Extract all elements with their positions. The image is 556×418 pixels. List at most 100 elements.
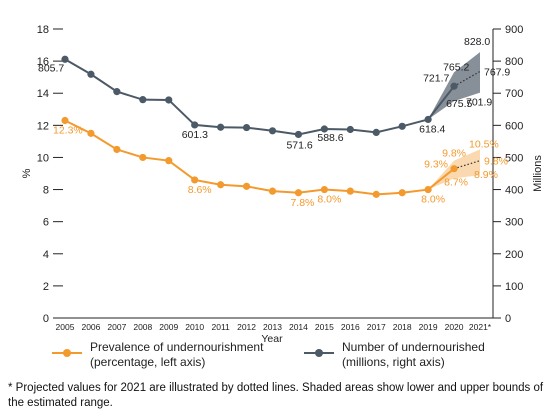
data-point-number (424, 115, 432, 124)
left-tick-label: 0 (43, 313, 49, 325)
left-tick-label: 4 (43, 249, 49, 261)
footnote: * Projected values for 2021 are illustra… (8, 382, 544, 409)
data-point-prevalence (372, 190, 380, 198)
x-tick-label: 2010 (185, 322, 204, 332)
data-point-number (242, 123, 251, 132)
x-tick-label: 2008 (133, 322, 152, 332)
data-point-number (61, 55, 69, 63)
x-tick-label: 2018 (393, 322, 412, 332)
left-tick-label: 2 (43, 281, 49, 293)
data-label-prevalence: 9.3% (424, 159, 448, 171)
projection-label-number: 767.9 (484, 66, 510, 78)
data-point-number (191, 121, 199, 129)
legend-swatch-number (304, 349, 334, 357)
legend-label-prevalence: Prevalence of undernourishment (percenta… (90, 340, 264, 369)
left-tick-label: 18 (37, 24, 49, 36)
data-point-prevalence (346, 187, 354, 195)
x-tick-label: 2007 (107, 322, 126, 332)
data-point-number (87, 70, 95, 78)
data-point-prevalence (268, 187, 277, 195)
data-point-number (372, 128, 380, 136)
right-tick-label: 300 (505, 217, 523, 229)
data-point-number (165, 96, 173, 104)
range-low-2020-prevalence: 8.7% (444, 176, 468, 188)
right-tick-label: 100 (505, 281, 523, 293)
data-point-prevalence (165, 157, 173, 165)
legend-item-number: Number of undernourished (millions, righ… (304, 340, 485, 370)
range-high-2020-prevalence: 9.8% (442, 148, 466, 160)
data-point-prevalence (320, 185, 328, 194)
data-point-prevalence (294, 189, 303, 197)
data-point-prevalence (61, 116, 69, 125)
series-points (61, 55, 458, 198)
data-point-prevalence (87, 129, 95, 137)
range-high-2020-number: 765.2 (443, 61, 469, 73)
right-tick-label: 0 (505, 313, 511, 325)
x-tick-label: 2021* (469, 322, 492, 332)
x-axis-title: Year (261, 333, 283, 345)
data-label-prevalence: 8.6% (188, 184, 212, 196)
x-tick-label: 2012 (237, 322, 256, 332)
data-labels: 12.3%8.6%7.8% 8.0% 8.0%9.3% 9.8%10.5%8.9%9.… (38, 36, 510, 209)
series-line-prevalence (64, 119, 455, 196)
x-tick-label: 2009 (159, 322, 178, 332)
x-tick-label: 2015 (315, 322, 334, 332)
data-point-number (139, 96, 147, 104)
data-point-prevalence (450, 165, 458, 173)
range-low-2021-prevalence: 8.9% (474, 169, 498, 181)
right-tick-label: 200 (505, 249, 523, 261)
left-tick-label: 16 (37, 56, 49, 68)
axes: 0 2 4 6 8 10 12 14 16 18 0 100 200 300 400 500 600 700 800… (21, 24, 544, 345)
projection-line-prevalence (453, 160, 481, 170)
projection-line-number (453, 70, 481, 87)
data-point-number (294, 130, 303, 139)
data-label-number: 588.6 (317, 132, 343, 144)
data-label-number: 601.3 (182, 129, 208, 141)
projection-label-prevalence: 9.8% (484, 156, 508, 168)
left-tick-label: 12 (37, 120, 49, 132)
data-label-number: 618.4 (419, 123, 445, 135)
data-point-number (450, 82, 458, 90)
x-tick-label: 2019 (419, 322, 438, 332)
x-tick-label: 2016 (341, 322, 360, 332)
data-label-prevalence: 7.8% (290, 197, 314, 209)
left-axis-title: % (21, 168, 33, 178)
data-point-number (113, 88, 121, 96)
legend-swatch-prevalence (52, 349, 82, 357)
data-label-prevalence: 8.0% (317, 194, 341, 206)
x-tick-label: 2006 (81, 322, 100, 332)
x-tick-label: 2017 (367, 322, 386, 332)
data-point-prevalence (398, 189, 406, 197)
right-tick-label: 400 (505, 185, 523, 197)
data-point-prevalence (191, 176, 199, 184)
right-tick-label: 700 (505, 88, 523, 100)
left-tick-label: 14 (37, 88, 49, 100)
legend-label-number: Number of undernourished (millions, righ… (342, 340, 485, 369)
data-label-prevalence: 12.3% (53, 125, 83, 137)
chart: 0 2 4 6 8 10 12 14 16 18 0 100 200 300 400 500 600 700 800… (21, 24, 544, 345)
legend-item-prevalence: Prevalence of undernourishment (percenta… (52, 340, 263, 370)
data-point-prevalence (424, 185, 432, 194)
data-label-number: 571.6 (286, 139, 312, 151)
x-tick-label: 2005 (56, 322, 75, 332)
data-point-number (268, 127, 277, 135)
left-tick-label: 8 (43, 185, 49, 197)
data-point-prevalence (217, 181, 225, 189)
range-low-2021-number: 701.9 (466, 97, 492, 109)
data-point-number (320, 125, 328, 133)
right-tick-label: 800 (505, 56, 523, 68)
data-point-prevalence (242, 182, 251, 190)
x-tick-label: 2014 (289, 322, 308, 332)
right-axis-title: Millions (532, 155, 544, 192)
data-point-prevalence (139, 153, 147, 162)
data-label-prevalence: 8.0% (421, 194, 445, 206)
right-tick-label: 900 (505, 24, 523, 36)
x-tick-label: 2013 (263, 322, 282, 332)
x-tick-label: 2011 (211, 322, 230, 332)
left-tick-label: 10 (37, 152, 49, 164)
data-point-number (346, 125, 354, 134)
legend: Prevalence of undernourishment (percenta… (52, 340, 552, 384)
right-tick-label: 600 (505, 120, 523, 132)
x-tick-label: 2020 (445, 322, 464, 332)
range-high-2021-number: 828.0 (464, 36, 490, 48)
